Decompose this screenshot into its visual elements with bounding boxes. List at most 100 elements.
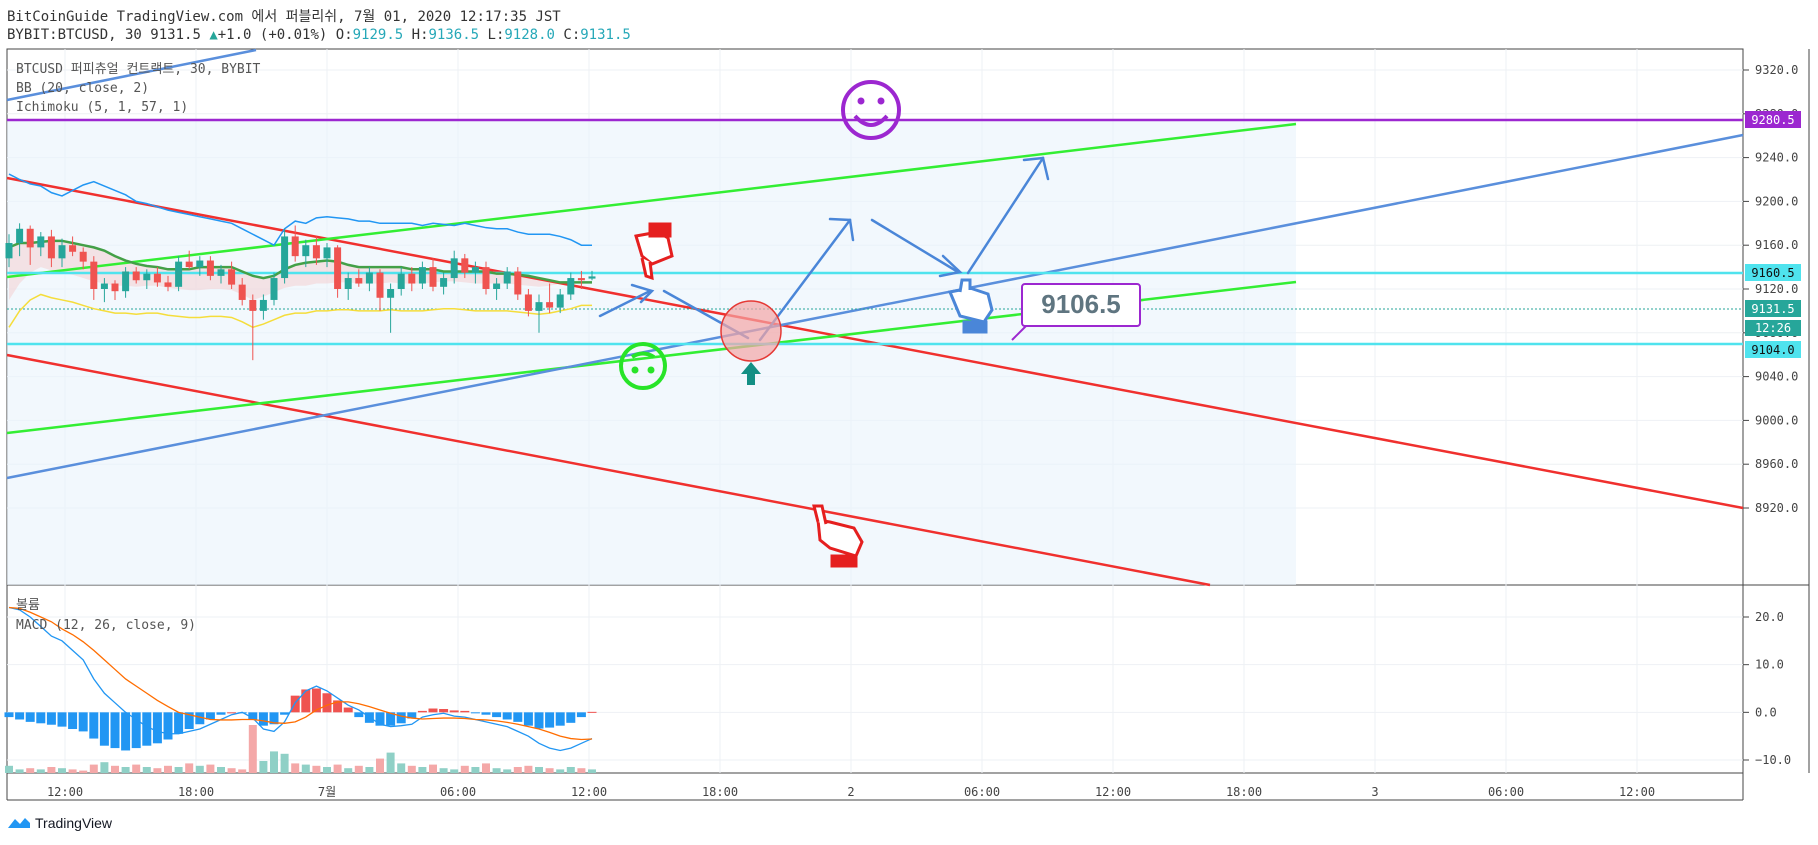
pointing-hand-up-icon (812, 504, 864, 568)
candle-body-20 (217, 269, 225, 276)
macd-hist-bar-54 (576, 712, 586, 718)
candle-body-51 (546, 302, 554, 308)
bollinger-bands (8, 173, 592, 329)
change-up-icon: ▲ (209, 27, 218, 43)
macd-hist-bar-11 (121, 712, 131, 751)
volume-series (5, 725, 596, 773)
time-tick-3: 06:00 (440, 785, 476, 799)
time-tick-11: 06:00 (1488, 785, 1524, 799)
macd-hist-bar-43 (460, 710, 470, 713)
candle-body-54 (577, 278, 585, 281)
candle-body-34 (365, 272, 373, 284)
macd-series (4, 606, 597, 752)
candle-body-46 (493, 283, 501, 289)
candle-body-47 (503, 271, 511, 284)
macd-hist-bar-55 (587, 711, 597, 713)
volume-bar-32 (344, 768, 353, 773)
arrow-head-4 (938, 254, 963, 278)
price-callout[interactable] (1021, 283, 1141, 327)
macd-axis[interactable]: 20.0 10.0 0.0 −10.0 (1743, 610, 1791, 767)
legend-bb[interactable]: BB (20, close, 2) (16, 81, 149, 96)
macd-hist-bar-28 (301, 689, 311, 713)
price-label-last (1745, 300, 1801, 317)
candle-body-29 (312, 245, 320, 259)
price-label-cyan-upper-text: 9160.5 (1751, 266, 1794, 280)
pointing-hand-down-icon (634, 222, 674, 281)
volume-bar-44 (471, 767, 480, 773)
time-tick-0: 12:00 (47, 785, 83, 799)
macd-hist-bar-2 (25, 712, 35, 722)
volume-bar-48 (513, 767, 522, 773)
macd-hist-bar-23 (248, 712, 258, 720)
price-label-cyan-lower-text: 9104.0 (1751, 343, 1794, 357)
macd-hist-bar-49 (523, 712, 533, 726)
projection-arrows[interactable] (598, 156, 1050, 342)
volume-bar-13 (142, 767, 151, 773)
candle-body-6 (69, 245, 77, 252)
arrow-segment-4 (870, 218, 960, 274)
macd-hist-bar-24 (258, 712, 268, 726)
macd-hist-bar-32 (343, 707, 353, 713)
time-tick-12: 12:00 (1619, 785, 1655, 799)
candle-body-31 (334, 247, 342, 289)
price-axis[interactable]: 9320.09280.09240.09200.09160.09120.09080… (1743, 63, 1798, 515)
candle-body-44 (471, 267, 479, 273)
candle-body-26 (281, 236, 289, 279)
candle-body-39 (418, 267, 426, 284)
price-label-last-text: 9131.5 (1751, 302, 1794, 316)
macd-hist-bar-40 (428, 708, 438, 713)
volume-bar-6 (68, 769, 77, 773)
macd-hist-bar-9 (99, 712, 109, 746)
green-channel-upper-line[interactable] (6, 122, 1297, 279)
volume-bar-40 (429, 764, 437, 773)
macd-hist-bar-13 (142, 712, 152, 746)
macd-hist-bar-3 (36, 712, 46, 724)
macd-hist-bar-7 (78, 712, 88, 732)
volume-bar-34 (365, 767, 374, 773)
candle-body-3 (37, 236, 45, 248)
candle-body-16 (175, 261, 183, 287)
macd-hist-bar-15 (163, 712, 173, 740)
price-label-cyan-upper (1745, 264, 1801, 281)
macd-hist-bar-26 (280, 712, 290, 715)
volume-bar-9 (100, 762, 109, 773)
candle-body-38 (408, 273, 416, 284)
volume-bar-5 (58, 768, 66, 773)
macd-hist-bar-6 (68, 712, 78, 730)
volume-bar-17 (185, 763, 194, 773)
price-change: +1.0 (+0.01%) (217, 27, 328, 43)
macd-hist-bar-37 (396, 712, 406, 724)
legend-volume[interactable]: 볼륨 (16, 598, 40, 613)
legend-macd[interactable]: MACD (12, 26, close, 9) (16, 618, 196, 633)
volume-bar-27 (291, 763, 300, 773)
macd-hist-bar-30 (322, 693, 332, 713)
blue-trend-line-upper[interactable] (6, 48, 257, 102)
volume-bar-29 (312, 765, 321, 773)
macd-hist-bar-5 (57, 712, 67, 727)
time-tick-5: 18:00 (702, 785, 738, 799)
macd-hist-bar-8 (89, 712, 99, 739)
blue-trend-line[interactable] (6, 133, 1744, 480)
target-circle[interactable] (720, 300, 782, 362)
volume-bar-26 (280, 753, 289, 773)
red-channel-lower-line[interactable] (6, 353, 1211, 587)
volume-bar-35 (376, 758, 384, 773)
bb-middle-line (8, 239, 592, 284)
volume-bar-52 (556, 769, 565, 773)
macd-hist-bar-42 (449, 710, 459, 713)
symbol-label: BYBIT:BTCUSD, 30 (7, 27, 142, 43)
volume-bar-53 (566, 767, 575, 773)
footer[interactable]: TradingView (7, 815, 112, 831)
volume-bar-1 (15, 769, 24, 773)
candle-body-32 (344, 278, 352, 289)
time-axis[interactable]: 12:00 18:00 7월 06:00 12:00 18:00 2 06:00 12:00 18… (47, 785, 1655, 799)
candle-body-52 (556, 294, 564, 308)
legend-main[interactable]: BTCUSD 퍼피츄얼 컨트랙트, 30, BYBIT (16, 62, 261, 77)
up-arrow-icon (741, 362, 761, 385)
candle-body-42 (450, 258, 458, 279)
legend-ichimoku[interactable]: Ichimoku (5, 1, 57, 1) (16, 100, 188, 115)
volume-bar-39 (418, 767, 427, 773)
macd-hist-bar-48 (513, 712, 523, 722)
volume-bar-42 (450, 769, 459, 773)
